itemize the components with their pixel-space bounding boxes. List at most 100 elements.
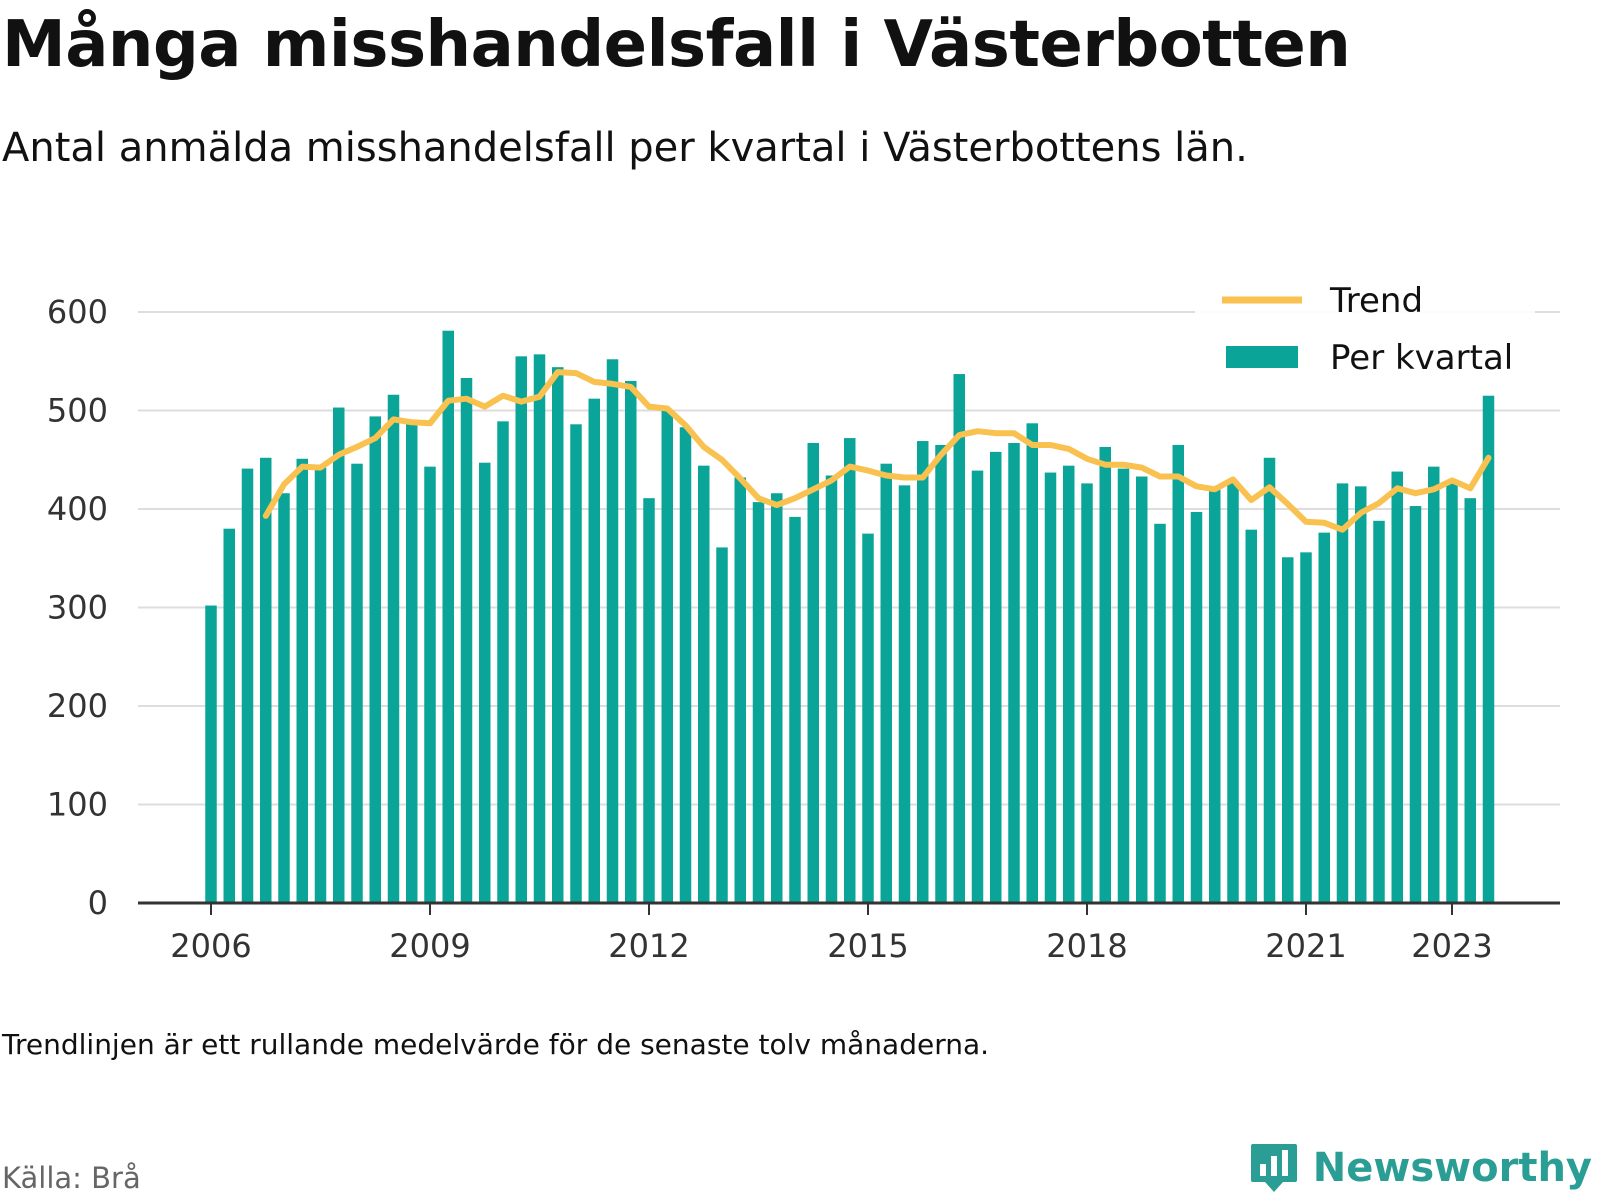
bar	[1099, 446, 1111, 903]
bar	[1190, 511, 1203, 903]
bar	[1409, 506, 1422, 903]
bar	[515, 356, 527, 903]
legend-bar-swatch	[1226, 346, 1298, 368]
bar	[643, 498, 655, 903]
axes: 2006 2009 2012 2015 2018 2021 2023	[138, 901, 1560, 965]
bar	[333, 407, 345, 903]
bar	[1209, 488, 1221, 903]
bar	[1172, 444, 1184, 903]
bar	[1336, 483, 1349, 903]
bar	[1063, 465, 1075, 903]
y-tick-label: 500	[47, 392, 108, 430]
bar	[1026, 423, 1038, 903]
bar	[1446, 483, 1458, 903]
bar	[1391, 471, 1403, 903]
legend: Trend Per kvartal	[1195, 270, 1535, 388]
x-tick-label: 2023	[1411, 927, 1492, 965]
bar	[1136, 476, 1148, 903]
bar	[990, 451, 1002, 903]
bar	[296, 458, 308, 903]
bar	[314, 467, 327, 903]
bar	[880, 463, 892, 903]
y-tick-label: 0	[88, 884, 108, 922]
bar	[1355, 486, 1367, 903]
bar	[771, 493, 783, 903]
bar	[278, 493, 290, 903]
footnote: Trendlinjen är ett rullande medelvärde f…	[2, 1028, 990, 1061]
bar	[1008, 443, 1020, 903]
bar	[351, 463, 363, 903]
bar	[479, 462, 491, 903]
bar	[1081, 483, 1093, 903]
newsworthy-logo-icon	[1250, 1144, 1297, 1192]
bar-series	[205, 330, 1495, 904]
bar	[679, 427, 692, 903]
bar	[1245, 529, 1257, 903]
bar	[606, 359, 619, 903]
trend-series	[262, 369, 1492, 533]
source-note: Källa: Brå	[2, 1161, 141, 1195]
x-tick-label: 2021	[1265, 927, 1346, 965]
bar	[387, 394, 400, 903]
bar	[1482, 395, 1495, 903]
bar	[935, 444, 947, 903]
bar	[442, 330, 454, 904]
chart-subtitle: Antal anmälda misshandelsfall per kvarta…	[2, 125, 1248, 171]
x-tick-label: 2018	[1046, 927, 1127, 965]
bar	[497, 421, 509, 903]
bar	[844, 438, 856, 903]
bar	[1282, 557, 1294, 903]
x-tick-label: 2006	[170, 927, 251, 965]
bar	[789, 516, 801, 903]
bar	[752, 502, 765, 903]
bar	[1318, 532, 1330, 903]
bar	[625, 380, 637, 903]
x-tick-label: 2012	[608, 927, 689, 965]
bar	[1373, 520, 1385, 903]
bar	[807, 443, 819, 903]
bar	[734, 477, 746, 903]
bar	[917, 441, 929, 903]
bar	[825, 475, 838, 903]
bar	[424, 466, 436, 903]
bar	[205, 605, 217, 903]
chart-area: 0 100 200 300 400 500 600 2006 2009 2012 2015 2018…	[46, 270, 1560, 965]
bar	[1117, 468, 1130, 903]
bar	[406, 420, 418, 903]
bar	[1263, 457, 1276, 903]
bar	[241, 468, 254, 903]
bar	[1464, 498, 1476, 903]
chart-title: Många misshandelsfall i Västerbotten	[2, 8, 1351, 82]
y-tick-label: 200	[47, 687, 108, 725]
x-tick-label: 2009	[389, 927, 470, 965]
brand-logo: Newsworthy	[1249, 1142, 1592, 1194]
legend-background	[1195, 270, 1535, 388]
bar	[1428, 466, 1440, 903]
bar	[898, 485, 911, 903]
bar	[953, 374, 965, 903]
legend-trend-label: Trend	[1329, 281, 1423, 321]
bar	[1300, 552, 1312, 903]
brand-name: Newsworthy	[1312, 1145, 1592, 1191]
bar	[1044, 472, 1057, 903]
bar	[588, 398, 600, 903]
bar	[223, 528, 235, 903]
bar	[460, 377, 473, 903]
y-tick-label: 300	[47, 589, 108, 627]
y-tick-label: 100	[47, 786, 108, 824]
bar	[369, 416, 381, 903]
bar	[971, 470, 984, 903]
bar	[533, 354, 546, 904]
bar	[570, 424, 582, 903]
bar	[698, 465, 710, 903]
bar	[661, 410, 673, 903]
bar	[552, 367, 564, 903]
x-tick-label: 2015	[827, 927, 908, 965]
legend-bar-label: Per kvartal	[1330, 338, 1513, 378]
y-tick-label: 400	[47, 490, 108, 528]
bar	[1154, 523, 1166, 903]
bar	[716, 547, 728, 903]
y-tick-label: 600	[47, 293, 108, 331]
bar	[1227, 481, 1239, 903]
bar	[862, 533, 874, 903]
